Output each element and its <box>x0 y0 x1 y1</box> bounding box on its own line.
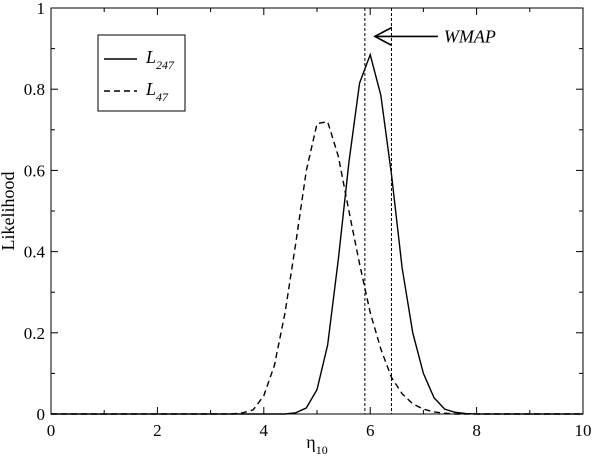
axis-ticks: 0 2 4 6 8 10 0 0.2 0.4 0.6 0.8 1 <box>24 0 592 440</box>
wmap-label: WMAP <box>444 26 496 46</box>
y-tick-label: 0 <box>37 405 46 424</box>
x-tick-label: 2 <box>153 421 162 440</box>
legend: L247 L47 <box>97 34 186 112</box>
y-tick-label: 0.2 <box>24 324 45 343</box>
legend-label-l247: L247 <box>145 47 175 72</box>
wmap-annotation: WMAP <box>373 26 496 47</box>
wmap-arrow-head <box>373 26 393 47</box>
y-axis-title: Likelihood <box>0 172 18 251</box>
y-tick-label: 0.6 <box>24 161 45 180</box>
y-tick-label: 0.8 <box>24 80 45 99</box>
series-layer <box>51 52 583 415</box>
x-tick-label: 0 <box>47 421 56 440</box>
y-tick-label: 0.4 <box>24 243 46 262</box>
x-tick-label: 8 <box>472 421 481 440</box>
x-axis-title: η10 <box>306 432 327 457</box>
legend-box <box>97 34 186 112</box>
x-tick-label: 6 <box>366 421 375 440</box>
legend-label-l47: L47 <box>145 79 169 104</box>
series-line-l47 <box>51 120 583 415</box>
series-line-l247 <box>51 52 583 415</box>
y-tick-label: 1 <box>37 0 46 18</box>
wmap-bounds <box>364 8 392 414</box>
x-tick-label: 4 <box>260 421 269 440</box>
x-tick-label: 10 <box>575 421 592 440</box>
